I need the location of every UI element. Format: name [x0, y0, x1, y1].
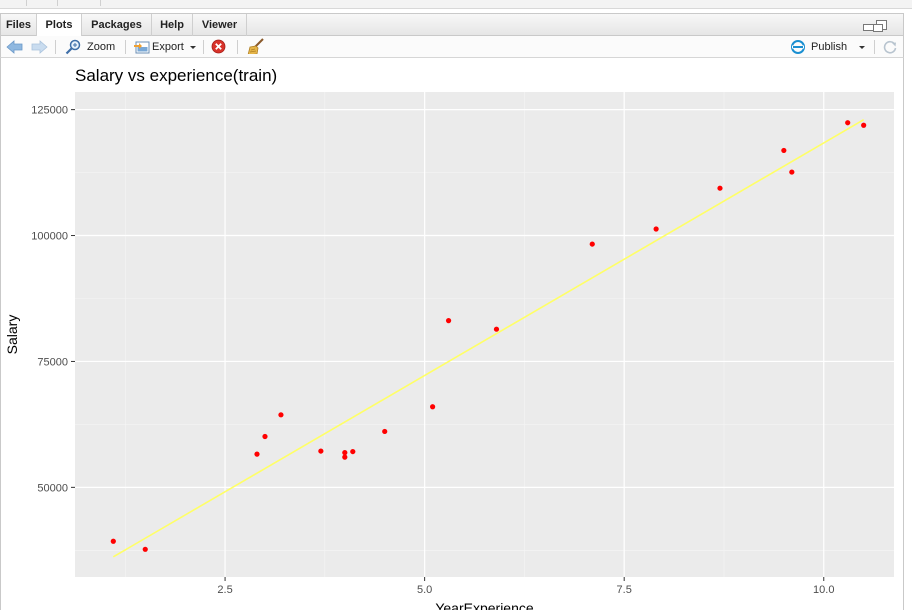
y-axis-ticks: 50000 75000 100000 125000 [31, 105, 75, 494]
forward-arrow-icon[interactable] [31, 39, 48, 55]
data-point [382, 428, 388, 435]
data-point [342, 450, 348, 456]
publish-icon[interactable] [790, 39, 806, 55]
data-point [350, 448, 356, 455]
y-tick-label: 125000 [31, 105, 68, 117]
data-point [861, 122, 867, 128]
data-point [254, 451, 260, 457]
data-point [781, 147, 787, 154]
zoom-button[interactable]: Zoom [87, 41, 116, 53]
tab-files[interactable]: Files [1, 14, 37, 36]
top-strip-cell [58, 0, 101, 6]
grid-minor [75, 92, 894, 577]
data-point [278, 412, 284, 418]
toolbar-separator [125, 40, 126, 54]
export-dropdown-icon[interactable] [190, 46, 196, 49]
publish-dropdown-icon[interactable] [859, 46, 865, 49]
tab-packages[interactable]: Packages [82, 14, 152, 36]
back-arrow-icon[interactable] [6, 39, 23, 55]
refresh-icon[interactable] [882, 39, 898, 55]
publish-button[interactable]: Publish [811, 41, 848, 53]
plot-viewer: Salary vs experience(train) 50000 75000 10… [0, 58, 904, 615]
data-point [717, 185, 723, 191]
tab-help[interactable]: Help [152, 14, 193, 36]
y-tick-label: 100000 [31, 231, 68, 243]
plot-panel [75, 92, 894, 577]
x-axis-label: YearExperience [435, 600, 534, 610]
y-tick-label: 50000 [37, 482, 68, 494]
data-point [845, 120, 851, 126]
x-tick-label: 7.5 [617, 584, 632, 596]
x-axis-ticks: 2.5 5.0 7.5 10.0 [217, 577, 834, 596]
export-button[interactable]: Export [152, 41, 184, 53]
y-axis-label: Salary [4, 315, 20, 355]
toolbar-separator [874, 40, 875, 54]
pane-tab-bar: Files Plots Packages Help Viewer [0, 13, 904, 37]
data-point [493, 326, 500, 332]
chart-title: Salary vs experience(train) [75, 66, 277, 85]
window-controls [863, 20, 889, 32]
regression-line [112, 119, 865, 558]
scatter-chart: Salary vs experience(train) 50000 75000 10… [4, 66, 894, 615]
tab-viewer[interactable]: Viewer [193, 14, 247, 36]
x-tick-label: 10.0 [813, 584, 834, 596]
remove-plot-icon[interactable] [211, 39, 226, 55]
data-points [110, 120, 867, 552]
data-point [142, 546, 148, 552]
data-point [445, 318, 452, 324]
y-tick-label: 75000 [37, 356, 68, 368]
top-strip-cell [0, 0, 27, 6]
data-point [318, 448, 324, 454]
top-strip-cell [27, 0, 58, 6]
regression-line-layer [112, 119, 865, 558]
maximize-pane-icon[interactable] [873, 20, 887, 32]
grid-major [75, 92, 894, 577]
data-point [789, 169, 795, 175]
toolbar-separator [55, 40, 56, 54]
x-tick-label: 5.0 [417, 584, 432, 596]
broom-icon[interactable] [247, 38, 265, 54]
plots-toolbar: Zoom Export Publish [0, 36, 904, 58]
data-point [262, 433, 268, 440]
data-point [589, 241, 595, 247]
data-point [110, 538, 116, 544]
toolbar-separator [237, 40, 238, 54]
toolbar-separator [203, 40, 204, 54]
x-tick-label: 2.5 [217, 584, 232, 596]
tab-plots[interactable]: Plots [37, 14, 82, 37]
data-point [430, 404, 436, 410]
window-top-strip [0, 0, 912, 9]
export-icon[interactable] [134, 39, 150, 55]
data-point [342, 454, 348, 460]
zoom-icon[interactable] [65, 39, 81, 55]
data-point [653, 226, 659, 232]
